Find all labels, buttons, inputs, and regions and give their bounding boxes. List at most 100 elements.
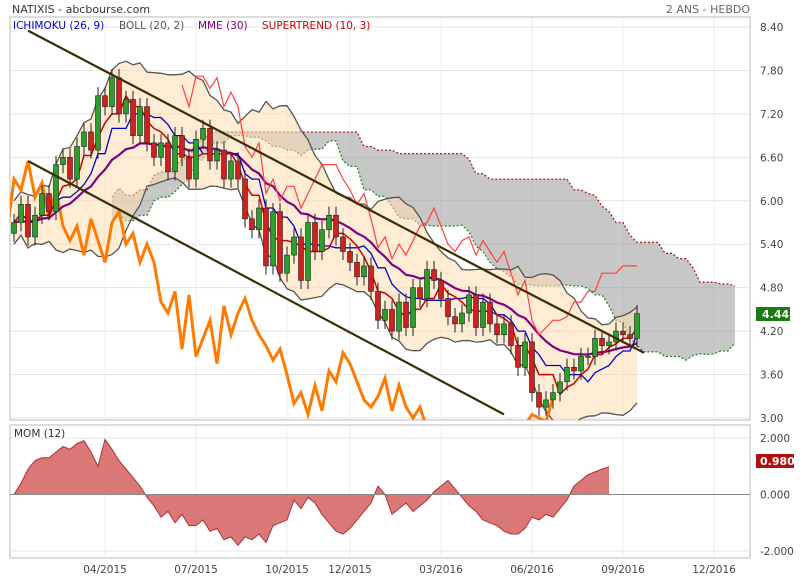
candle-body xyxy=(277,211,283,274)
candle-body xyxy=(585,356,591,358)
chart-period: 2 ANS - HEBDO xyxy=(666,3,750,16)
candle-body xyxy=(347,251,353,263)
candle-body xyxy=(382,309,388,321)
x-tick-label: 06/2016 xyxy=(510,564,554,576)
momentum-line xyxy=(13,438,610,547)
x-tick-label: 04/2015 xyxy=(83,564,127,576)
candle-body xyxy=(305,222,311,281)
trend-channel xyxy=(27,29,645,416)
legend-boll: BOLL (20, 2) xyxy=(119,20,184,32)
last-mom-value: 0.980 xyxy=(760,455,795,468)
candle-body xyxy=(18,204,24,223)
candle-body xyxy=(606,341,612,346)
candle-body xyxy=(39,193,45,216)
candle-body xyxy=(207,128,213,162)
candle-body xyxy=(144,106,150,144)
candle-body xyxy=(501,323,507,336)
candle-body xyxy=(109,77,115,107)
candle-body xyxy=(487,301,493,325)
candle-body xyxy=(578,356,584,372)
mme-30 xyxy=(13,142,638,356)
mom-y-tick-label: -2.000 xyxy=(760,546,794,558)
last-mom-badge xyxy=(756,454,794,468)
candle-body xyxy=(459,312,465,325)
candle-body xyxy=(564,367,570,383)
candle-body xyxy=(375,290,381,321)
candle-body xyxy=(242,178,248,220)
candle-body xyxy=(60,157,66,165)
candle-body xyxy=(249,218,255,231)
candle-body xyxy=(130,99,136,136)
candle-body xyxy=(221,149,227,180)
y-tick-label: 3.60 xyxy=(760,370,783,382)
candle-body xyxy=(200,128,206,140)
legend-mme: MME (30) xyxy=(198,20,248,32)
candle-body xyxy=(368,265,374,292)
x-tick-label: 09/2016 xyxy=(601,564,645,576)
last-price-badge xyxy=(756,307,790,321)
candle-body xyxy=(25,204,31,238)
y-tick-label: 6.00 xyxy=(760,196,783,208)
candle-body xyxy=(263,207,269,267)
momentum-fill xyxy=(14,439,609,546)
candle-body xyxy=(298,236,304,281)
momentum-area xyxy=(10,438,750,547)
candle-body xyxy=(522,341,528,368)
candle-body xyxy=(116,77,122,115)
candle-body xyxy=(186,157,192,180)
x-tick-label: 12/2015 xyxy=(328,564,372,576)
candle-body xyxy=(333,214,339,238)
x-tick-label: 12/2016 xyxy=(692,564,736,576)
candle-body xyxy=(452,316,458,325)
candle-body xyxy=(179,135,185,158)
candle-body xyxy=(172,135,178,173)
chikou-span xyxy=(10,160,555,420)
candlesticks xyxy=(11,68,640,416)
candle-body xyxy=(515,345,521,368)
x-axis-labels: 04/2015 07/2015 10/2015 12/2015 03/2016 06/20… xyxy=(83,564,736,576)
candle-body xyxy=(550,392,556,401)
candle-body xyxy=(235,160,241,180)
candle-body xyxy=(53,164,59,212)
x-tick-label: 07/2015 xyxy=(174,564,218,576)
candle-body xyxy=(67,157,73,180)
candle-body xyxy=(396,301,402,332)
candle-body xyxy=(494,323,500,336)
candle-body xyxy=(32,214,38,238)
candle-body xyxy=(424,269,430,299)
candle-body xyxy=(74,146,80,180)
legend-supertrend: SUPERTREND (10, 3) xyxy=(262,20,370,32)
candle-body xyxy=(473,294,479,328)
candle-body xyxy=(270,211,276,267)
y-tick-label: 3.00 xyxy=(760,413,783,425)
candle-body xyxy=(151,142,157,158)
candle-body xyxy=(410,287,416,328)
mom-y-tick-label: 2.000 xyxy=(760,433,790,445)
candle-body xyxy=(431,269,437,281)
candle-body xyxy=(599,338,605,346)
channel-upper xyxy=(27,29,645,354)
mom-panel-frame xyxy=(9,424,751,559)
candle-body xyxy=(137,106,143,136)
candle-body xyxy=(354,262,360,278)
candle-body xyxy=(508,323,514,346)
y-tick-label: 4.20 xyxy=(760,326,783,338)
candle-body xyxy=(529,341,535,393)
y-tick-label: 7.20 xyxy=(760,109,783,121)
candle-body xyxy=(123,99,129,115)
candle-body xyxy=(627,334,633,339)
y-tick-label: 5.40 xyxy=(760,239,783,251)
bollinger-upper xyxy=(13,60,638,326)
x-tick-label: 10/2015 xyxy=(265,564,309,576)
candle-body xyxy=(536,392,542,408)
candle-body xyxy=(95,95,101,151)
y-tick-label: 6.60 xyxy=(760,152,783,164)
candle-body xyxy=(417,287,423,299)
candle-body xyxy=(256,207,262,231)
candle-body xyxy=(403,301,409,328)
y-axis-labels: 8.40 7.80 7.20 6.60 6.00 5.40 4.80 4.20 3.60 3.00… xyxy=(760,22,794,558)
candle-body xyxy=(291,236,297,256)
candle-body xyxy=(634,313,640,339)
candle-body xyxy=(557,381,563,393)
